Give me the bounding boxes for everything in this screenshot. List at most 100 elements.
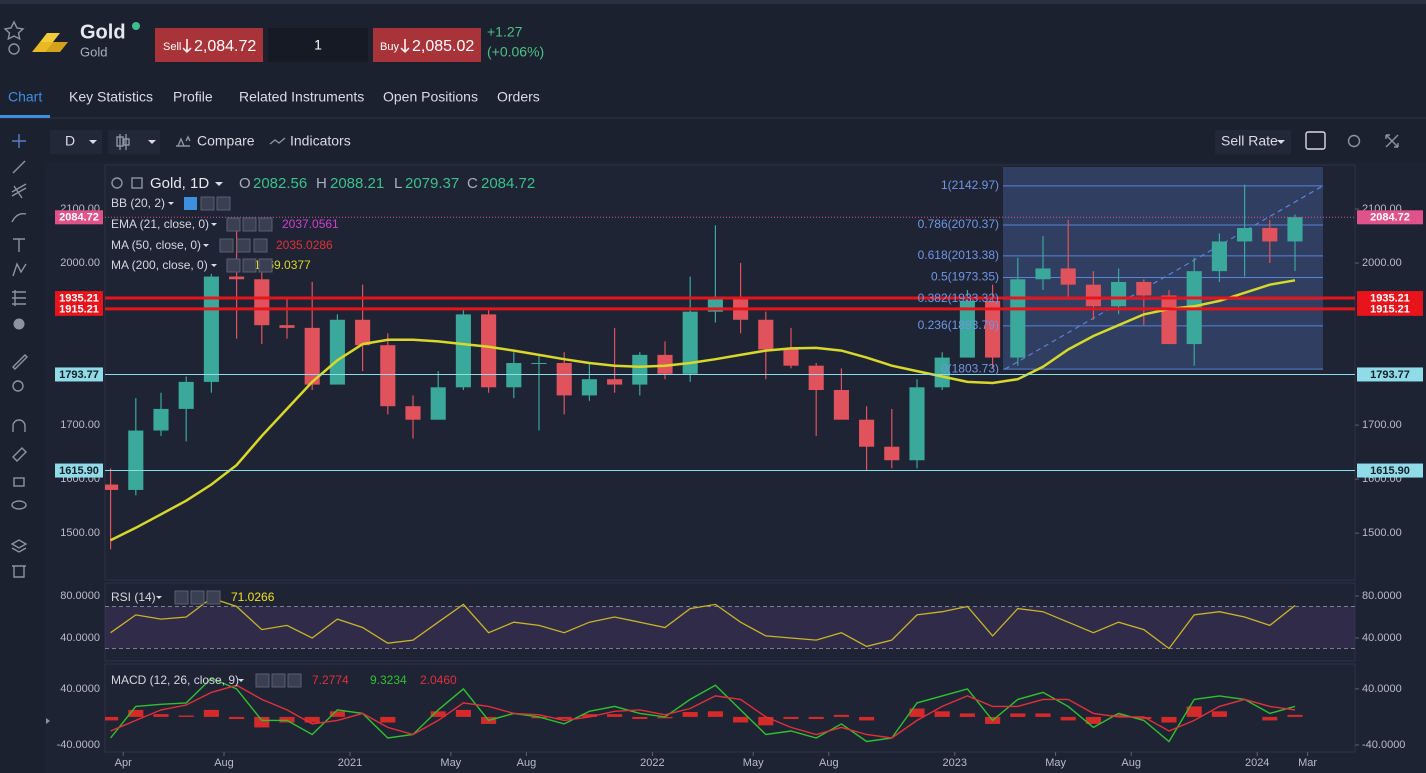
- gann-tool[interactable]: [12, 290, 26, 306]
- collapse-icon[interactable]: [111, 177, 123, 189]
- measure-tool[interactable]: [12, 354, 28, 370]
- indicator-remove[interactable]: [258, 217, 273, 232]
- y-tick-label: 1700.00: [1362, 419, 1402, 431]
- indicator-settings[interactable]: [190, 590, 205, 605]
- chart-title: Gold, 1D: [150, 175, 209, 192]
- indicator-settings[interactable]: [271, 673, 286, 688]
- indicator-remove[interactable]: [206, 590, 221, 605]
- indicator-remove[interactable]: [253, 238, 268, 253]
- macd-histogram-bar: [380, 716, 396, 723]
- sell-button-bg[interactable]: [155, 28, 263, 62]
- macd-histogram-bar: [329, 711, 345, 717]
- candle-body: [1262, 227, 1278, 242]
- macd-histogram-bar: [1161, 716, 1177, 723]
- ohlc-value: 2088.21: [330, 175, 384, 192]
- moving-average: [110, 279, 1296, 542]
- compare-button[interactable]: Compare: [197, 133, 255, 149]
- lock-tool[interactable]: [13, 477, 25, 487]
- candle-body: [1060, 268, 1076, 285]
- zoom-tool[interactable]: [12, 380, 24, 392]
- interval[interactable]: D: [65, 133, 75, 149]
- candle-body: [405, 406, 421, 420]
- candle-icon: [116, 134, 130, 150]
- candle-body: [329, 319, 345, 385]
- ohlc-value: 2082.56: [253, 175, 307, 192]
- help-tool[interactable]: [13, 318, 25, 330]
- indicator-toggle[interactable]: [226, 258, 241, 273]
- y-tick-label: -40.0000: [1362, 739, 1405, 751]
- indicator-toggle[interactable]: [226, 217, 241, 232]
- text-tool[interactable]: [13, 238, 25, 252]
- indicator-value: 2037.0561: [282, 217, 339, 231]
- favorite-icon[interactable]: [3, 20, 25, 41]
- candle-body: [1010, 279, 1026, 358]
- tab[interactable]: Related Instruments: [239, 89, 364, 105]
- visibility-tool[interactable]: [11, 500, 27, 510]
- tab[interactable]: Profile: [173, 89, 213, 105]
- layers-tool[interactable]: [10, 539, 28, 553]
- instrument-title: Gold: [80, 21, 126, 43]
- magnet-tool[interactable]: [12, 419, 26, 432]
- buy-button[interactable]: Buy 2,085.02: [373, 28, 481, 62]
- indicator-toggle[interactable]: [219, 238, 234, 253]
- fib-tool[interactable]: [11, 183, 27, 199]
- tab[interactable]: Chart: [8, 89, 42, 105]
- delete-tool[interactable]: [12, 565, 26, 578]
- dropdown-caret: [156, 596, 162, 599]
- tab[interactable]: Key Statistics: [69, 89, 153, 105]
- fullscreen-button[interactable]: [1385, 134, 1399, 148]
- line-tool[interactable]: [12, 160, 26, 174]
- rate[interactable]: Sell Rate: [1221, 133, 1278, 149]
- x-tick-label: Aug: [214, 757, 234, 769]
- rate-select[interactable]: [1215, 130, 1291, 154]
- ohlc-label: C: [467, 175, 478, 192]
- indicator-settings[interactable]: [242, 258, 257, 273]
- indicator-toggle[interactable]: [184, 197, 197, 210]
- candle-body: [581, 379, 597, 396]
- collapse-button[interactable]: [46, 718, 50, 724]
- fib-label: 1(2142.97): [941, 178, 999, 192]
- indicators-button[interactable]: Indicators: [290, 133, 351, 149]
- indicator-toggle[interactable]: [174, 590, 189, 605]
- indicator-toggle[interactable]: [255, 673, 270, 688]
- settings-button[interactable]: [1347, 134, 1361, 148]
- brush-tool[interactable]: [11, 212, 27, 223]
- main-plot: 1(2142.97) 0.786(2070.37) 0.618(2013.38) 0.…: [105, 167, 1355, 550]
- indicator-remove[interactable]: [258, 258, 273, 273]
- lock-drawing-tool[interactable]: [12, 447, 27, 462]
- indicator-name: BB (20, 2): [111, 196, 165, 210]
- compare-icon: [176, 135, 191, 147]
- macd-pane: [104, 663, 1356, 753]
- tab[interactable]: Open Positions: [383, 89, 478, 105]
- layout-button[interactable]: [1305, 131, 1326, 150]
- buy-label[interactable]: Buy: [380, 41, 399, 53]
- y-tick-label: 40.0000: [60, 632, 100, 644]
- sell-button[interactable]: Sell 2,084.72: [155, 28, 263, 62]
- hide-icon[interactable]: [131, 177, 143, 189]
- quantity[interactable]: 1: [314, 37, 322, 53]
- alert-icon[interactable]: [8, 43, 20, 55]
- pattern-tool[interactable]: [12, 262, 27, 277]
- buy-button-bg[interactable]: [373, 28, 481, 62]
- ohlc-value: 2079.37: [405, 175, 459, 192]
- indicator-remove[interactable]: [216, 196, 231, 211]
- dropdown-caret: [211, 223, 217, 226]
- indicator-remove[interactable]: [287, 673, 302, 688]
- macd-histogram-bar: [128, 709, 144, 717]
- macd-histogram-bar: [1186, 706, 1202, 717]
- sell-price[interactable]: 2,084.72: [194, 38, 256, 55]
- macd-histogram-bar: [556, 716, 572, 720]
- quantity-box[interactable]: [268, 28, 368, 62]
- x-tick-label: 2023: [943, 757, 967, 769]
- indicator-settings[interactable]: [242, 217, 257, 232]
- tab[interactable]: Orders: [497, 89, 540, 105]
- buy-price[interactable]: 2,085.02: [412, 38, 474, 55]
- macd-histogram-bar: [1287, 714, 1303, 717]
- sell-label[interactable]: Sell: [163, 41, 181, 53]
- indicator-name: MA (50, close, 0): [111, 238, 201, 252]
- y-tick-label: 40.0000: [60, 683, 100, 695]
- macd-histogram-bar: [859, 716, 875, 721]
- indicator-settings[interactable]: [200, 196, 215, 211]
- crosshair-tool[interactable]: [12, 134, 26, 148]
- indicator-settings[interactable]: [236, 238, 251, 253]
